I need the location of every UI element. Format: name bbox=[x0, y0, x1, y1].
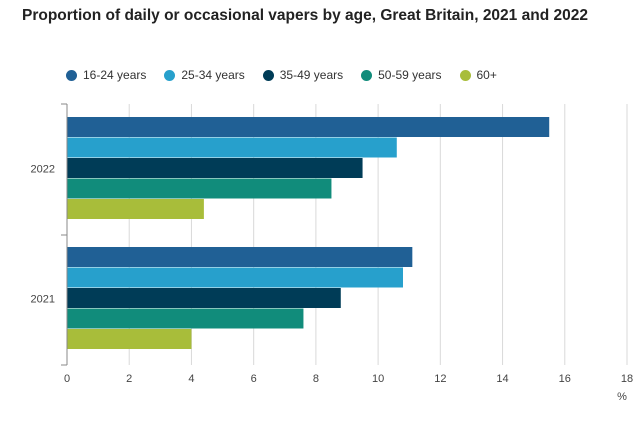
x-tick-label: 4 bbox=[188, 373, 194, 385]
legend-swatch bbox=[361, 69, 373, 81]
bar bbox=[67, 178, 332, 199]
legend-swatch bbox=[66, 69, 77, 81]
legend-label: 60+ bbox=[476, 68, 497, 82]
x-tick-label: 0 bbox=[64, 373, 70, 385]
legend-item: 35-49 years bbox=[262, 68, 344, 82]
x-tick-label: 12 bbox=[434, 373, 446, 385]
bar bbox=[67, 267, 403, 288]
bar bbox=[67, 117, 550, 137]
chart-title: Proportion of daily or occasional vapers… bbox=[22, 7, 588, 24]
bar bbox=[67, 158, 363, 178]
bar bbox=[67, 199, 204, 219]
legend-item: 50-59 years bbox=[361, 68, 442, 82]
x-tick-label: 14 bbox=[496, 373, 508, 385]
y-tick-label: 2021 bbox=[31, 293, 55, 305]
legend-swatch bbox=[164, 69, 176, 81]
legend-label: 25-34 years bbox=[181, 68, 245, 82]
legend-swatch bbox=[262, 69, 274, 81]
legend-label: 16-24 years bbox=[83, 68, 147, 82]
legend-item: 60+ bbox=[459, 68, 497, 82]
x-tick-label: 18 bbox=[621, 373, 633, 385]
bar bbox=[67, 329, 192, 349]
x-tick-label: 6 bbox=[251, 373, 257, 385]
y-tick-label: 2022 bbox=[31, 163, 55, 175]
legend-label: 50-59 years bbox=[378, 68, 442, 82]
x-axis-unit: % bbox=[617, 391, 627, 403]
legend-swatch bbox=[459, 69, 471, 81]
bar bbox=[67, 247, 413, 267]
legend: 16-24 years 25-34 years 35-49 years 50-59 y… bbox=[66, 66, 515, 84]
bar bbox=[67, 308, 304, 329]
legend-label: 35-49 years bbox=[279, 68, 344, 82]
x-tick-label: 2 bbox=[126, 373, 132, 385]
x-tick-label: 16 bbox=[559, 373, 571, 385]
x-tick-label: 10 bbox=[372, 373, 384, 385]
bar bbox=[67, 137, 397, 158]
legend-item: 25-34 years bbox=[164, 68, 245, 82]
legend-item: 16-24 years bbox=[66, 68, 146, 82]
bar bbox=[67, 288, 341, 308]
x-tick-label: 8 bbox=[313, 373, 319, 385]
